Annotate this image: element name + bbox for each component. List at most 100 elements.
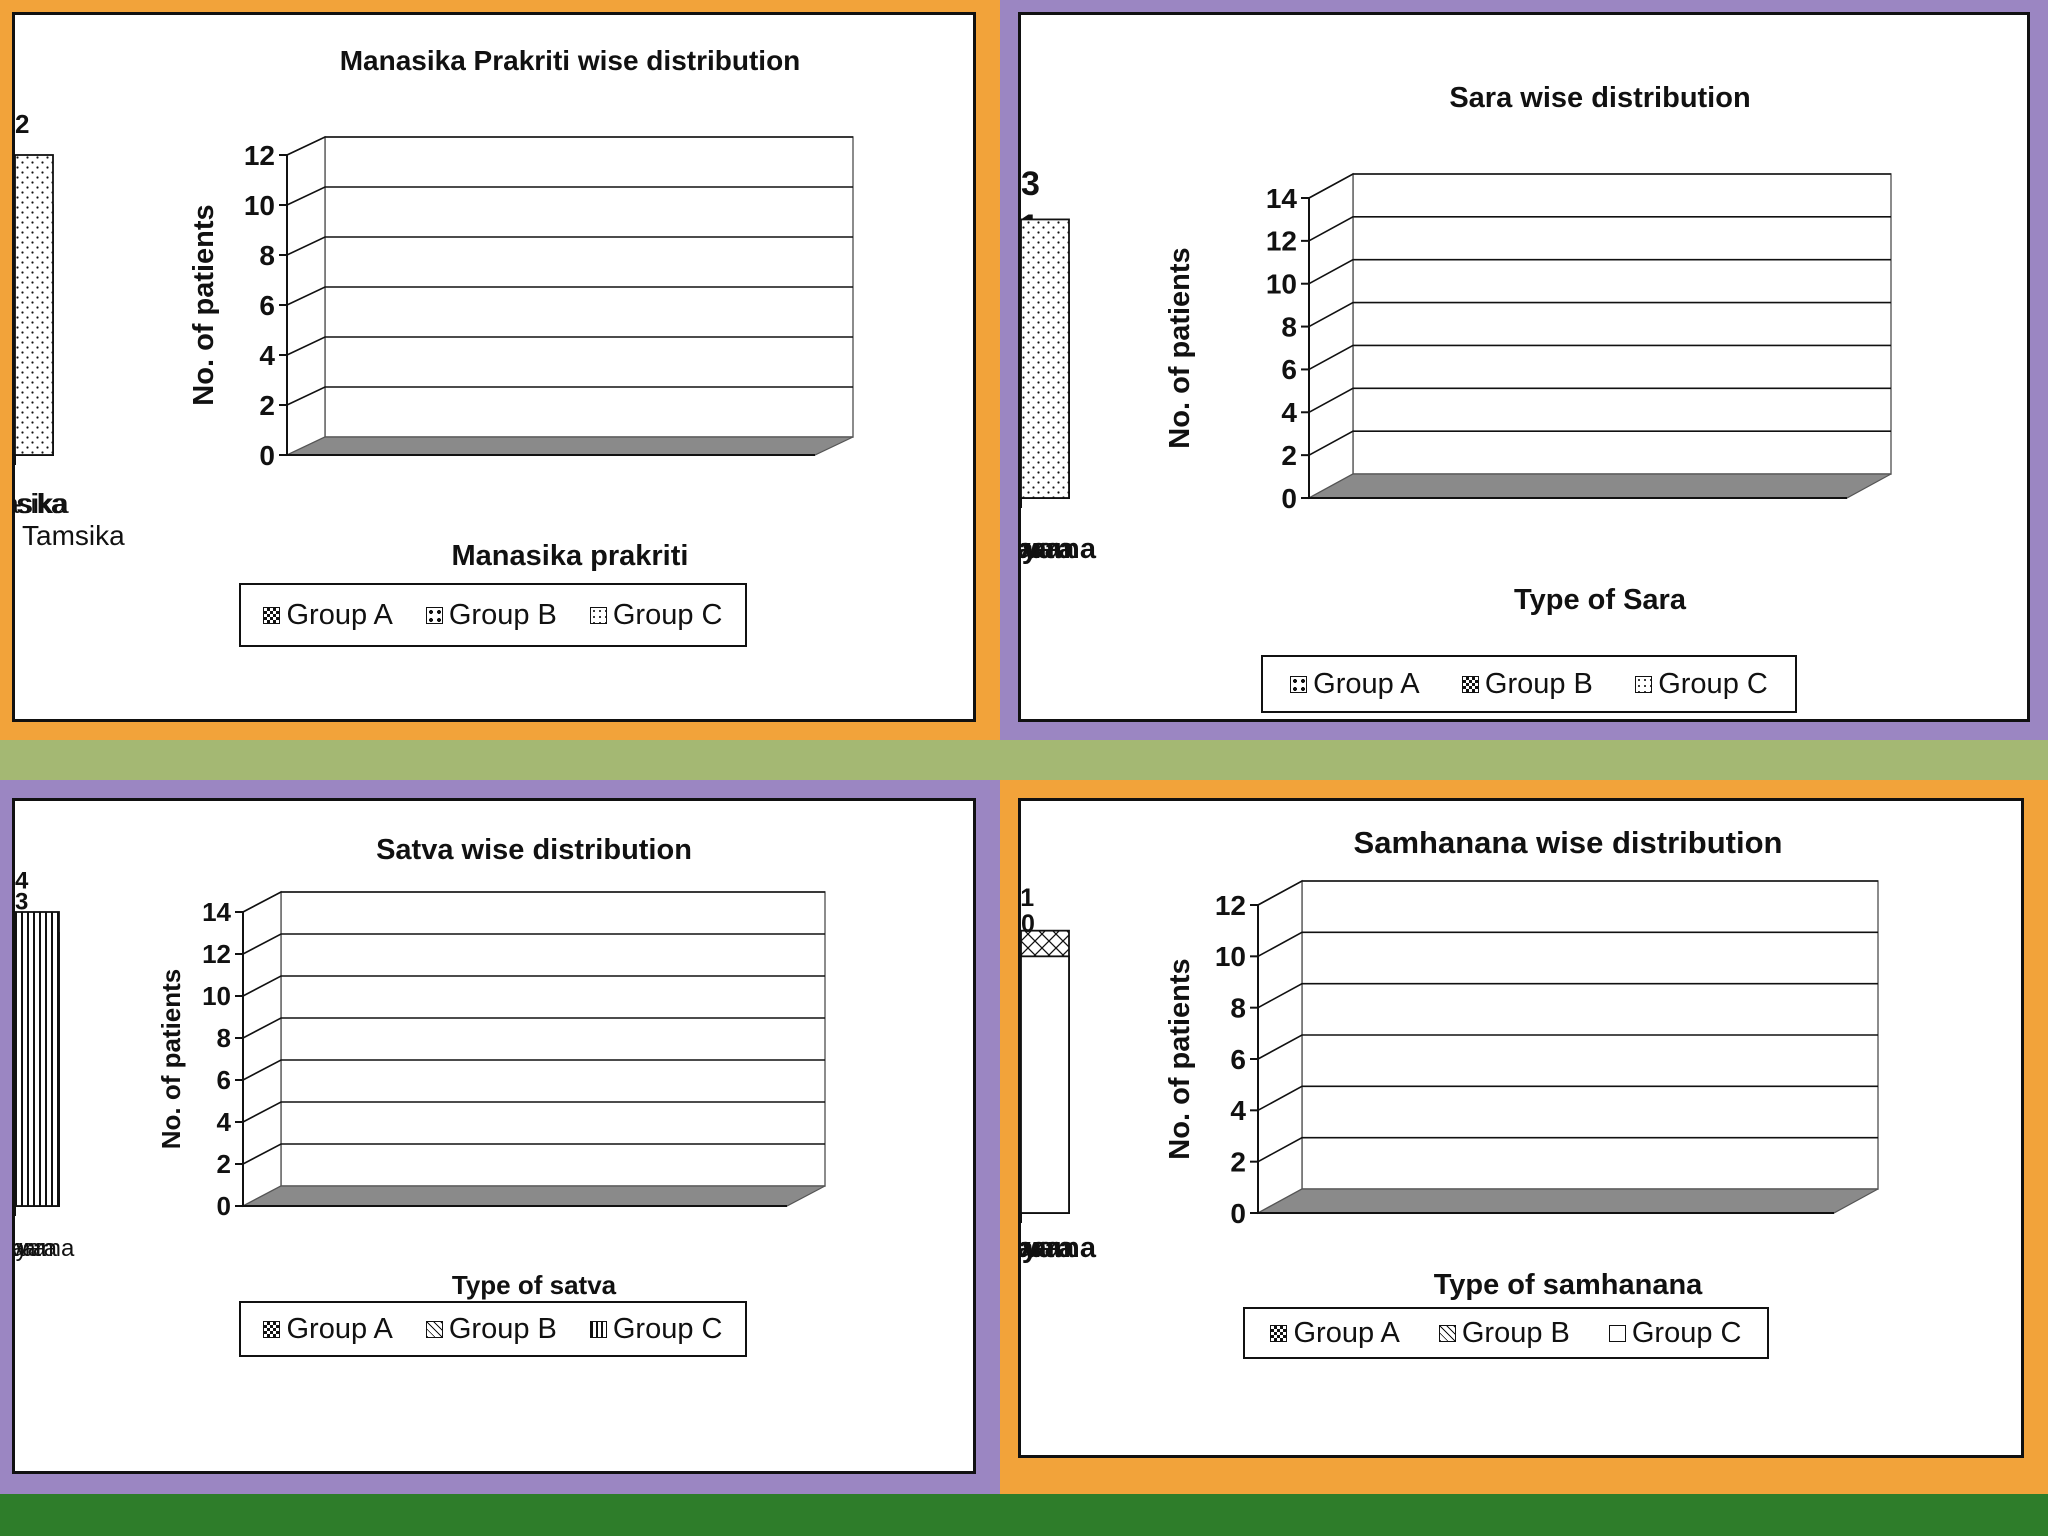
legend-item: Group B	[425, 1313, 557, 1346]
y-tick-label: 8	[259, 240, 275, 271]
legend-swatch	[1270, 1324, 1288, 1342]
legend-swatch	[263, 1320, 281, 1338]
legend-label: Group B	[1461, 1316, 1570, 1349]
chart-area: 02468101214343Pravara854Madhyama91113Ava…	[1018, 12, 2030, 722]
data-label: 14	[15, 868, 29, 895]
chart-manasika-prakriti: 024681012242Rajasika876Tamsika10912Rajas…	[15, 15, 854, 572]
y-tick-label: 6	[217, 1065, 231, 1095]
gridline	[286, 336, 853, 356]
gridline	[242, 975, 825, 997]
chart-title: Sara wise distribution	[1449, 82, 1750, 114]
data-label: 13	[15, 889, 28, 916]
legend-item: Group A	[1270, 1316, 1400, 1350]
legend-item: Group C	[1608, 1317, 1741, 1350]
chart-legend: Group A Group B Group C	[239, 583, 747, 647]
gridline	[1257, 1034, 1878, 1060]
legend-label: Group A	[286, 1312, 393, 1345]
plot-back-wall	[242, 890, 826, 1208]
gridline	[286, 136, 853, 156]
y-tick-label: 0	[259, 440, 275, 471]
y-tick-label: 2	[1230, 1146, 1246, 1177]
legend-item: Group B	[1461, 667, 1593, 701]
gridline	[1308, 301, 1891, 328]
y-tick-label: 0	[1281, 483, 1297, 514]
chart-area: 024681012533Pravara767Madhyama81110Avara…	[1018, 798, 2024, 1458]
chart-title: Satva wise distribution	[376, 834, 692, 866]
chart-title: Manasika Prakriti wise distribution	[340, 45, 801, 76]
plot-floor	[286, 436, 854, 456]
legend-item: Group A	[1290, 667, 1420, 701]
x-tick-label: Avara	[15, 1235, 47, 1262]
x-axis-label: Type of satva	[452, 1270, 617, 1300]
legend-item: Group A	[263, 1312, 393, 1346]
panel-sara: 02468101214343Pravara854Madhyama91113Ava…	[1000, 0, 2048, 740]
gridline	[242, 1059, 825, 1081]
legend-label: Group C	[612, 1312, 723, 1345]
gridline	[242, 1143, 825, 1165]
y-tick-label: 2	[259, 390, 275, 421]
panel-samhanana: 024681012533Pravara767Madhyama81110Avara…	[1000, 780, 2048, 1494]
y-tick-label: 2	[217, 1149, 231, 1179]
gridline	[242, 933, 825, 955]
x-tick-label: Pravara	[1021, 533, 1075, 565]
y-tick-label: 0	[1230, 1198, 1246, 1229]
data-label: 10	[1021, 910, 1035, 938]
gridline	[242, 1017, 825, 1039]
chart-samhanana: 024681012533Pravara767Madhyama81110Avara…	[1021, 801, 1879, 1301]
legend-label: Group B	[1484, 667, 1593, 700]
data-label: 13	[1021, 165, 1040, 203]
data-label: 12	[15, 109, 29, 139]
chart-satva: 02468101214422Pravara654Madhyama101314Av…	[15, 801, 826, 1300]
legend-item: Group B	[425, 599, 557, 632]
y-tick-label: 10	[1266, 269, 1297, 300]
bar	[15, 912, 60, 1207]
gridline	[242, 891, 825, 913]
y-tick-label: 2	[1281, 440, 1297, 471]
legend-item: Group C	[589, 599, 722, 632]
plot-back-wall	[1257, 879, 1879, 1215]
gridline	[242, 1101, 825, 1123]
x-axis-label: Type of samhanana	[1434, 1269, 1703, 1301]
y-tick-label: 10	[202, 981, 231, 1011]
y-tick-label: 12	[202, 939, 231, 969]
chart-area: 02468101214422Pravara654Madhyama101314Av…	[12, 798, 976, 1474]
legend-swatch	[1461, 675, 1479, 693]
legend-item: Group C	[1635, 668, 1768, 701]
gridline	[1257, 982, 1878, 1009]
x-tick-label: Pravara	[15, 1235, 58, 1262]
y-tick-label: 10	[1215, 941, 1246, 972]
gridline	[286, 386, 853, 406]
x-tick-label: Pravara	[1021, 1232, 1075, 1264]
gridline	[1257, 880, 1878, 906]
x-tick-label: Avara	[1021, 1232, 1062, 1264]
y-tick-label: 14	[202, 897, 231, 927]
plot-floor	[242, 1185, 826, 1207]
x-axis-label: Type of Sara	[1514, 584, 1687, 616]
y-tick-label: 12	[1215, 890, 1246, 921]
chart-sara: 02468101214343Pravara854Madhyama91113Ava…	[1021, 15, 1892, 616]
plot-floor	[1257, 1188, 1879, 1214]
panel-satva: 02468101214422Pravara654Madhyama101314Av…	[0, 780, 1000, 1494]
legend-swatch	[1290, 675, 1308, 693]
legend-label: Group A	[1293, 1316, 1400, 1349]
gridline	[1308, 387, 1891, 413]
legend-label: Group A	[286, 598, 393, 631]
legend-swatch	[425, 1320, 443, 1338]
y-axis-label: No. of patients	[1164, 958, 1196, 1159]
y-tick-label: 12	[244, 140, 275, 171]
legend-label: Group A	[1313, 667, 1420, 700]
y-tick-label: 4	[217, 1107, 232, 1137]
gridline	[1308, 173, 1891, 199]
gridline	[1308, 344, 1891, 371]
y-tick-label: 8	[217, 1023, 231, 1053]
y-tick-label: 6	[259, 290, 275, 321]
plot-floor	[1308, 473, 1892, 499]
y-tick-label: 6	[1281, 354, 1297, 385]
y-axis-label: No. of patients	[156, 969, 186, 1150]
plot-back-wall	[1308, 172, 1892, 500]
legend-swatch	[1608, 1324, 1626, 1342]
gridline	[286, 186, 853, 206]
y-tick-label: 4	[259, 340, 275, 371]
y-axis-label: No. of patients	[1164, 247, 1196, 448]
y-tick-label: 12	[1266, 226, 1297, 257]
